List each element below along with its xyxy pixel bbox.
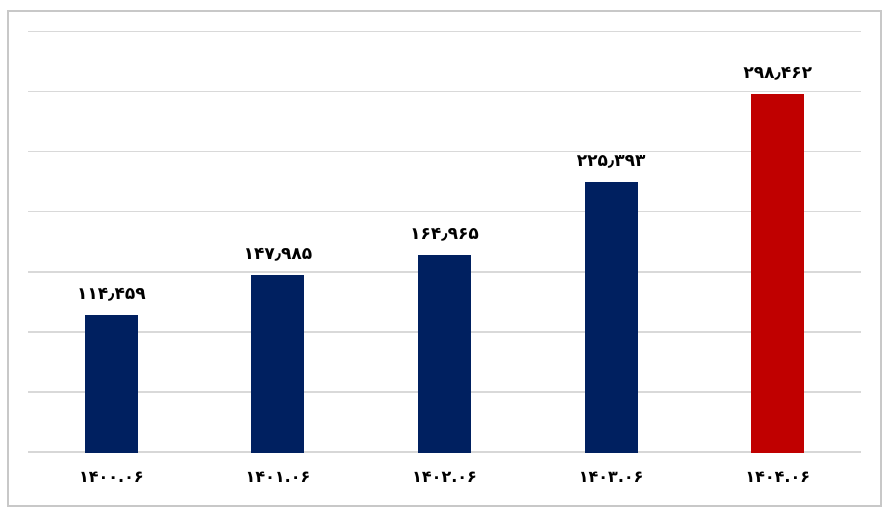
gridline <box>28 90 861 93</box>
gridline <box>28 150 861 153</box>
x-tick-label: ۱۴۰۳.۰۶ <box>578 467 644 486</box>
x-tick-label: ۱۴۰۴.۰۶ <box>745 467 811 486</box>
data-label: ۱۱۴٫۴۵۹ <box>76 284 146 305</box>
x-tick-label: ۱۴۰۱.۰۶ <box>245 467 311 486</box>
bar <box>418 254 471 453</box>
bar <box>84 315 138 453</box>
gridline <box>28 210 861 213</box>
plot-area: ۱۱۴٫۴۵۹ ۱۴۷٫۹۸۵ ۱۶۴٫۹۶۵ ۲۲۵٫۳۹۳ ۲۹۸٫۴۶۲ <box>28 30 861 453</box>
bar <box>251 275 305 453</box>
data-label: ۱۴۷٫۹۸۵ <box>243 244 313 264</box>
x-tick-label: ۱۴۰۲.۰۶ <box>412 467 477 486</box>
data-label: ۱۶۴٫۹۶۵ <box>410 223 479 244</box>
data-label: ۲۲۵٫۳۹۳ <box>576 150 646 171</box>
bar-highlighted <box>751 94 805 453</box>
x-tick-label: ۱۴۰۰.۰۶ <box>78 467 144 486</box>
data-label: ۲۹۸٫۴۶۲ <box>743 63 812 83</box>
gridline <box>28 30 861 32</box>
bar <box>584 181 638 453</box>
x-axis: ۱۴۰۰.۰۶ ۱۴۰۱.۰۶ ۱۴۰۲.۰۶ ۱۴۰۳.۰۶ ۱۴۰۴.۰۶ <box>28 464 861 494</box>
